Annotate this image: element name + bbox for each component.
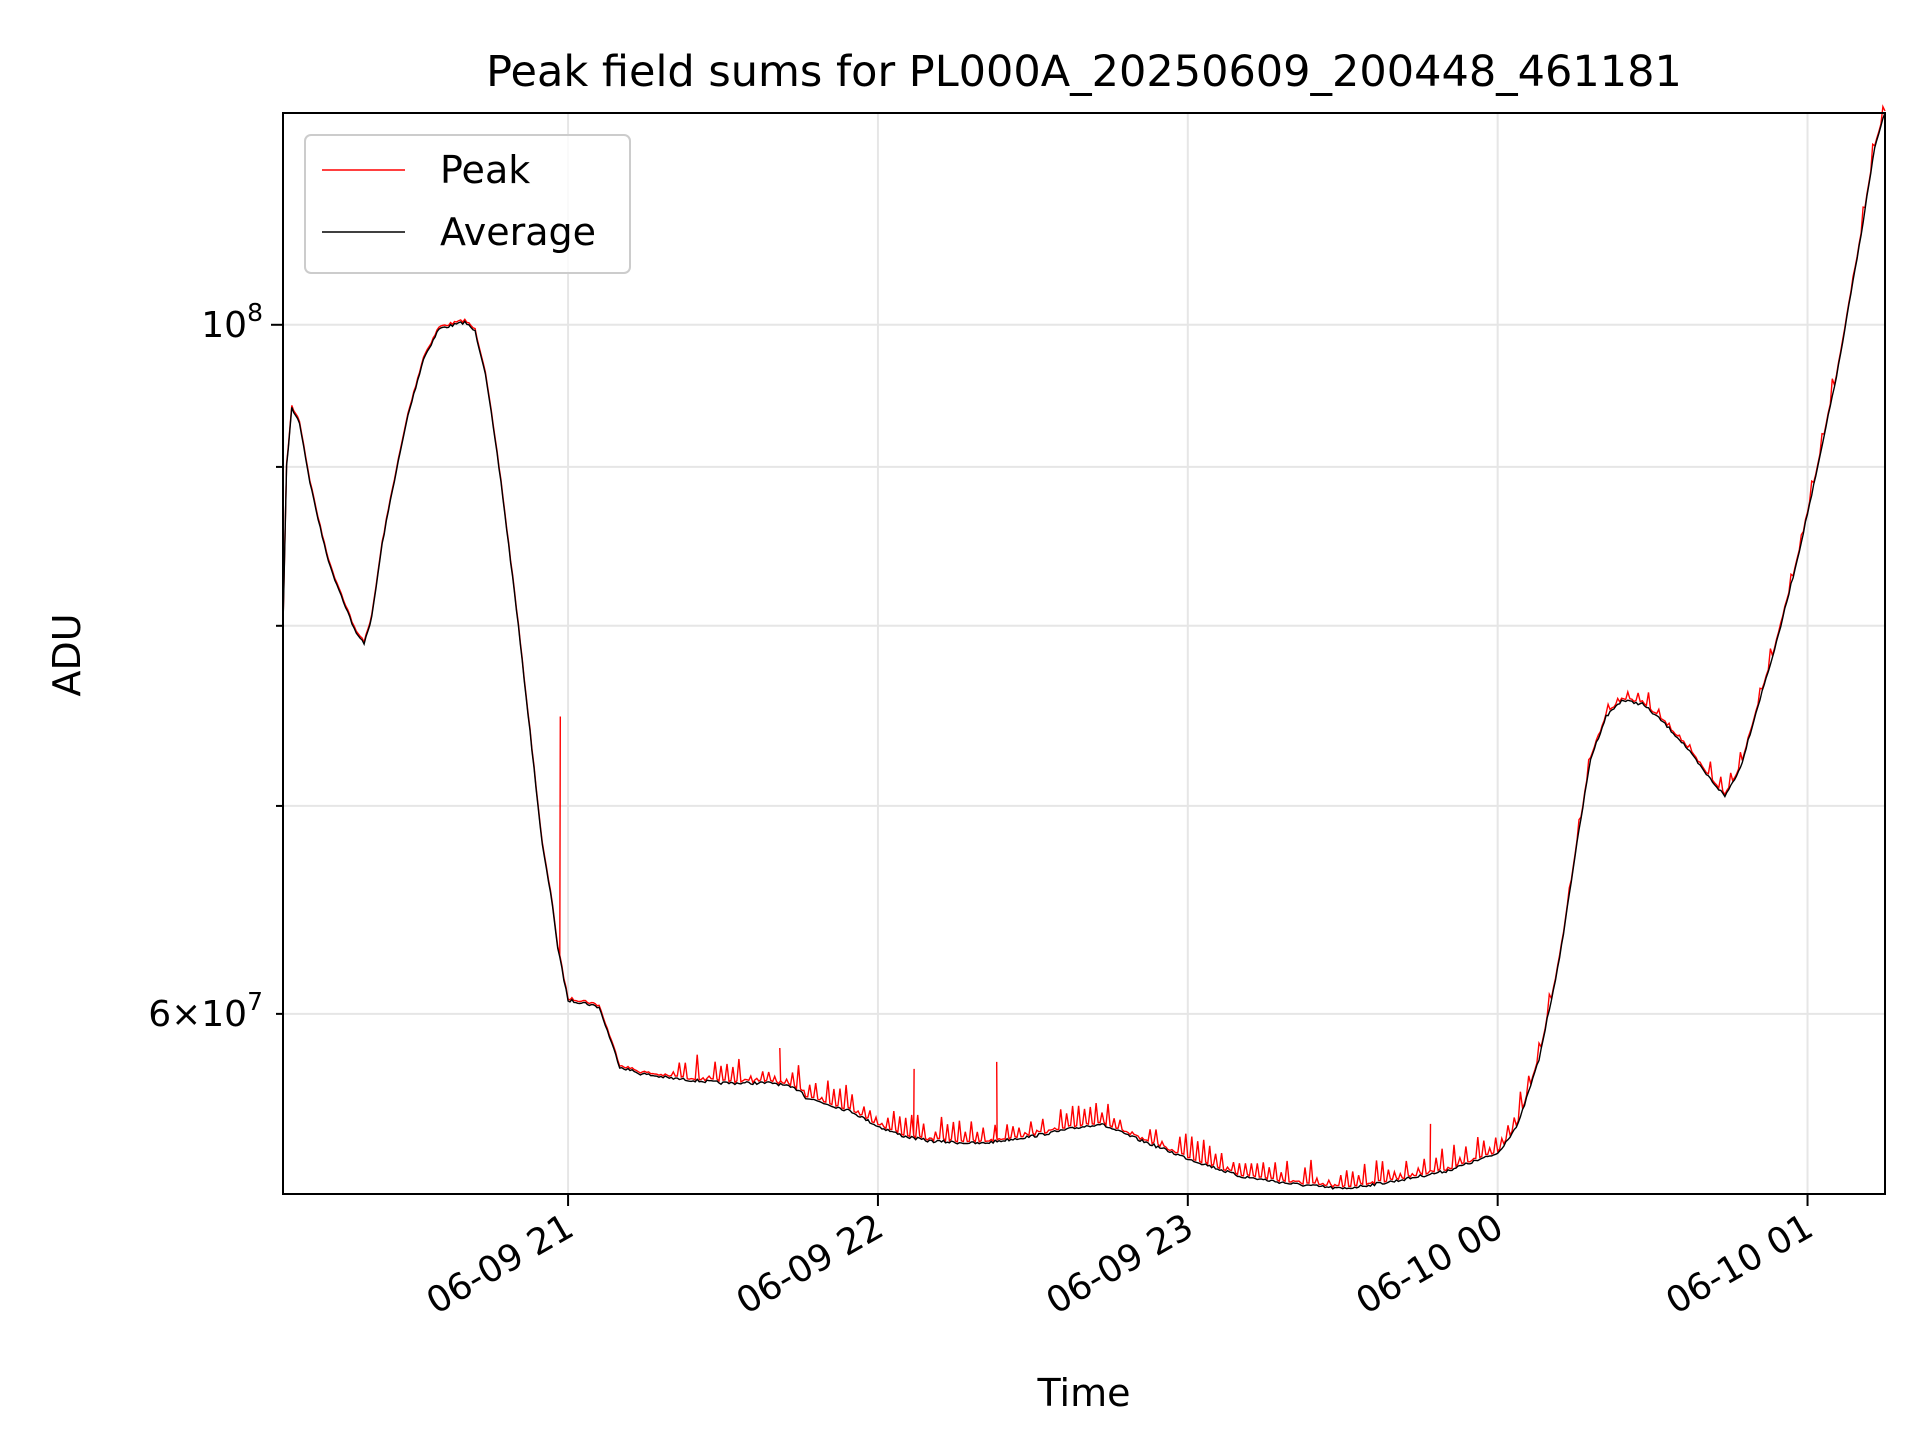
legend-average-label: Average xyxy=(440,210,596,254)
legend-peak-label: Peak xyxy=(440,148,530,192)
legend: Peak Average xyxy=(304,134,631,274)
y-tick-label: 108 xyxy=(201,298,263,346)
average-series-line xyxy=(282,112,1886,1190)
x-axis-label: Time xyxy=(1037,1371,1131,1415)
y-tick-label: 6×107 xyxy=(148,987,263,1035)
chart-title: Peak field sums for PL000A_20250609_2004… xyxy=(486,47,1682,97)
series-layer xyxy=(282,104,1886,1190)
y-axis-label: ADU xyxy=(45,613,89,696)
grid-lines xyxy=(283,113,1885,1194)
plot-frame xyxy=(282,112,1886,1195)
